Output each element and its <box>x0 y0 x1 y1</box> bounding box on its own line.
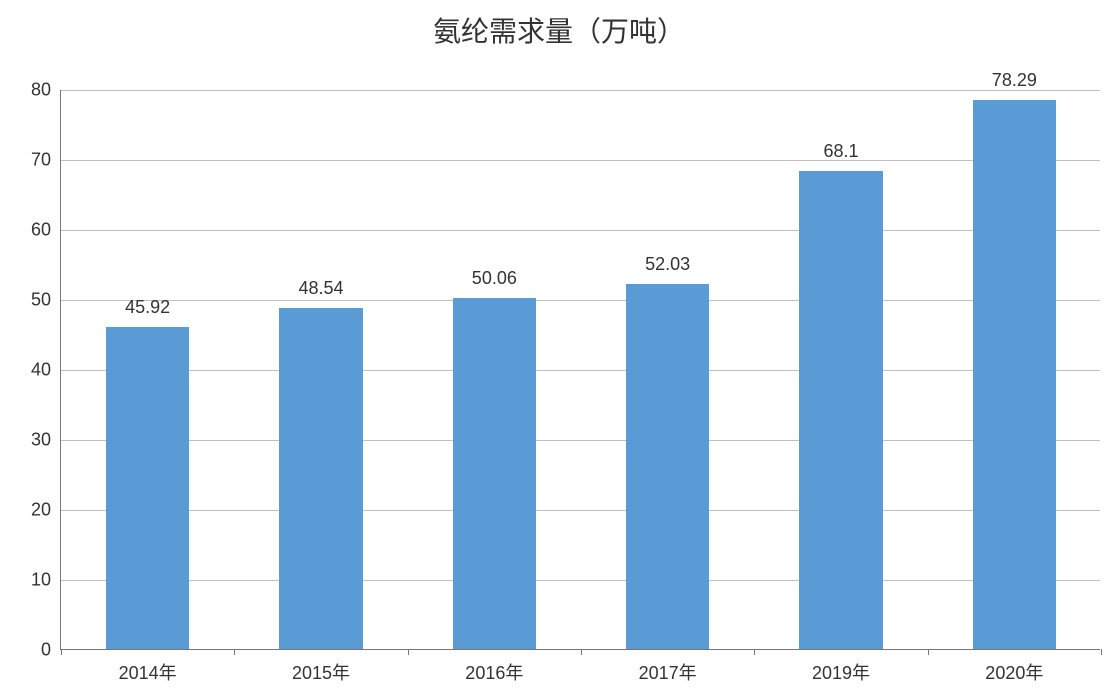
y-tick-label: 60 <box>31 220 61 241</box>
y-tick-label: 80 <box>31 80 61 101</box>
gridline <box>61 300 1100 301</box>
x-tick-label: 2019年 <box>812 659 870 685</box>
chart-container: 氨纶需求量（万吨） 0102030405060708045.922014年48.… <box>0 0 1118 696</box>
x-tick-label: 2020年 <box>985 659 1043 685</box>
gridline <box>61 160 1100 161</box>
bar <box>279 308 362 649</box>
gridline <box>61 580 1100 581</box>
x-tick-mark <box>1101 649 1102 655</box>
x-tick-mark <box>581 649 582 655</box>
bar <box>973 100 1056 649</box>
y-tick-label: 10 <box>31 570 61 591</box>
x-tick-label: 2014年 <box>119 659 177 685</box>
x-tick-label: 2015年 <box>292 659 350 685</box>
y-tick-label: 30 <box>31 430 61 451</box>
chart-title: 氨纶需求量（万吨） <box>0 10 1118 50</box>
bar-value-label: 78.29 <box>992 70 1037 91</box>
gridline <box>61 440 1100 441</box>
x-tick-mark <box>928 649 929 655</box>
x-tick-mark <box>234 649 235 655</box>
x-tick-mark <box>408 649 409 655</box>
gridline <box>61 510 1100 511</box>
bar <box>626 284 709 649</box>
y-tick-label: 0 <box>41 640 61 661</box>
bar-value-label: 50.06 <box>472 268 517 289</box>
gridline <box>61 90 1100 91</box>
bar-value-label: 52.03 <box>645 254 690 275</box>
y-tick-label: 40 <box>31 360 61 381</box>
x-tick-label: 2017年 <box>639 659 697 685</box>
x-tick-mark <box>61 649 62 655</box>
plot-area: 0102030405060708045.922014年48.542015年50.… <box>60 90 1100 650</box>
gridline <box>61 370 1100 371</box>
gridline <box>61 230 1100 231</box>
bar-value-label: 48.54 <box>298 278 343 299</box>
bar <box>453 298 536 649</box>
x-tick-label: 2016年 <box>465 659 523 685</box>
y-tick-label: 70 <box>31 150 61 171</box>
y-tick-label: 50 <box>31 290 61 311</box>
bar <box>106 327 189 649</box>
bar-value-label: 45.92 <box>125 297 170 318</box>
bar-value-label: 68.1 <box>823 141 858 162</box>
x-tick-mark <box>754 649 755 655</box>
y-tick-label: 20 <box>31 500 61 521</box>
bar <box>799 171 882 649</box>
